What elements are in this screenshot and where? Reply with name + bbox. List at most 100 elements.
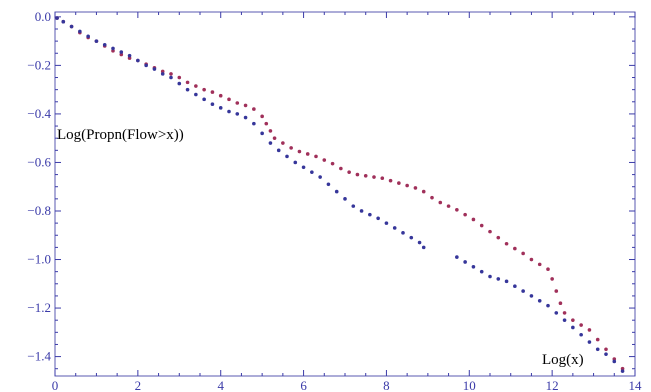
data-point [55,16,59,20]
data-point [69,24,74,29]
data-point [78,29,82,34]
data-point [194,84,198,88]
data-point [546,267,550,272]
data-point [392,226,397,230]
data-point [102,42,107,47]
data-point [413,186,418,190]
data-point [227,97,231,102]
data-point [326,182,331,187]
data-point [235,101,240,105]
data-point [268,129,273,133]
data-point [61,19,66,24]
y-tick-label: −1.0 [27,252,51,267]
data-point [571,325,575,330]
data-point [612,359,617,364]
data-point [218,106,223,110]
data-point [177,81,182,86]
data-point [322,158,327,162]
data-point [347,170,351,174]
y-tick-label: 0.0 [35,9,51,24]
data-point [463,212,467,217]
x-tick-label: 10 [463,378,476,392]
data-point [260,114,264,119]
data-point [417,240,422,245]
data-point [397,181,401,185]
plot-frame [54,11,636,377]
y-tick-label: −0.2 [27,57,51,72]
data-point [119,50,124,54]
data-point [235,112,240,116]
data-point [152,67,157,71]
axis-ticks [54,12,636,376]
data-point [521,289,525,293]
x-tick-label: 2 [135,378,142,392]
data-point [330,161,335,166]
data-point [496,235,501,240]
data-point [314,154,318,159]
data-point [243,115,248,120]
data-point [455,207,459,212]
data-point [368,212,372,217]
data-point [488,229,492,234]
data-point [471,265,476,269]
data-point [571,318,575,322]
data-point [471,217,476,222]
x-tick-label: 4 [217,378,224,392]
data-point [177,75,182,80]
data-point [169,72,173,76]
data-point [252,107,256,111]
data-point [144,63,148,68]
y-axis-label: Log(Propn(Flow>x)) [57,127,184,143]
data-point [430,195,434,200]
data-point [388,178,393,183]
data-point [310,170,314,174]
data-point [604,347,608,352]
data-point [289,146,293,150]
data-point [260,131,264,136]
data-point [550,277,554,281]
data-point [529,257,534,262]
data-point [554,289,559,293]
data-point [558,301,563,306]
data-point [127,53,132,58]
data-point [359,209,364,213]
data-point [504,279,509,284]
data-point [604,352,608,356]
data-point [86,34,90,39]
y-tick-label: −0.4 [27,106,51,121]
data-point [268,141,273,145]
data-point [504,241,509,246]
data-point [252,121,256,126]
y-tick-label: −0.6 [27,154,51,169]
data-point [446,204,451,208]
data-point [160,72,165,76]
data-point [169,75,173,80]
data-point [185,87,190,92]
x-tick-label: 12 [546,378,559,392]
data-point [579,332,583,337]
data-point [488,274,492,279]
data-point [438,200,443,205]
data-point [620,369,625,373]
data-point [529,294,534,298]
y-tick-label: −1.4 [27,349,51,364]
data-point [455,255,459,259]
data-point [479,223,484,228]
data-point [272,136,277,140]
data-point [243,103,248,108]
data-point [297,149,302,154]
data-point [562,311,567,315]
data-point [301,165,306,170]
data-point [595,347,600,352]
data-point [587,340,592,344]
data-point [210,90,215,94]
data-point [554,311,559,315]
data-point [496,277,501,281]
data-point [136,58,140,63]
data-point [595,337,600,342]
data-point [479,269,484,274]
data-point [409,235,414,240]
data-point [401,231,405,235]
data-point [305,152,310,156]
data-point [513,284,517,289]
